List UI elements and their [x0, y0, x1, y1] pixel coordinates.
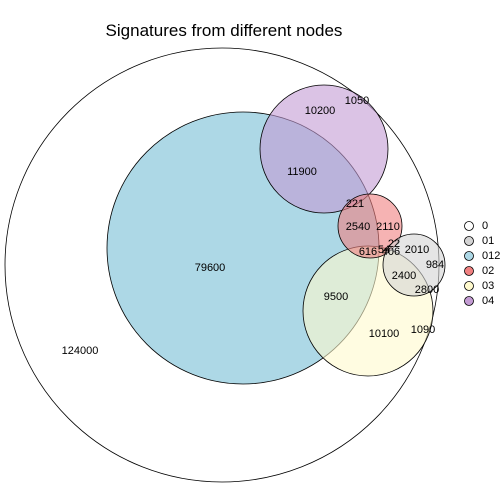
legend-label-012: 012 — [482, 250, 500, 262]
region-label: 1050 — [345, 95, 369, 107]
legend-swatch-012 — [465, 252, 474, 261]
region-label: 9500 — [324, 291, 348, 303]
legend: 0 01 012 02 03 04 — [465, 220, 501, 307]
region-label: 406 — [382, 246, 400, 258]
legend-swatch-01 — [465, 237, 474, 246]
legend-swatch-02 — [465, 267, 474, 276]
legend-swatch-04 — [465, 297, 474, 306]
legend-label-0: 0 — [482, 220, 488, 232]
legend-label-03: 03 — [482, 280, 494, 292]
region-label: 984 — [426, 259, 444, 271]
legend-swatch-0 — [465, 222, 474, 231]
region-label: 2110 — [376, 221, 400, 233]
region-label: 616 — [359, 246, 377, 258]
region-label: 11900 — [287, 166, 317, 178]
region-label: 79600 — [195, 262, 226, 274]
region-label: 2800 — [415, 284, 439, 296]
legend-label-01: 01 — [482, 235, 494, 247]
region-label: 221 — [346, 198, 364, 210]
region-label: 2540 — [346, 221, 370, 233]
region-label: 10200 — [305, 105, 336, 117]
region-label: 1090 — [411, 324, 435, 336]
region-label: 124000 — [62, 345, 99, 357]
chart-title: Signatures from different nodes — [106, 21, 343, 40]
legend-label-02: 02 — [482, 265, 494, 277]
legend-label-04: 04 — [482, 295, 494, 307]
legend-swatch-03 — [465, 282, 474, 291]
region-label: 2010 — [405, 244, 429, 256]
region-label: 2400 — [392, 270, 416, 282]
region-label: 10100 — [369, 328, 400, 340]
